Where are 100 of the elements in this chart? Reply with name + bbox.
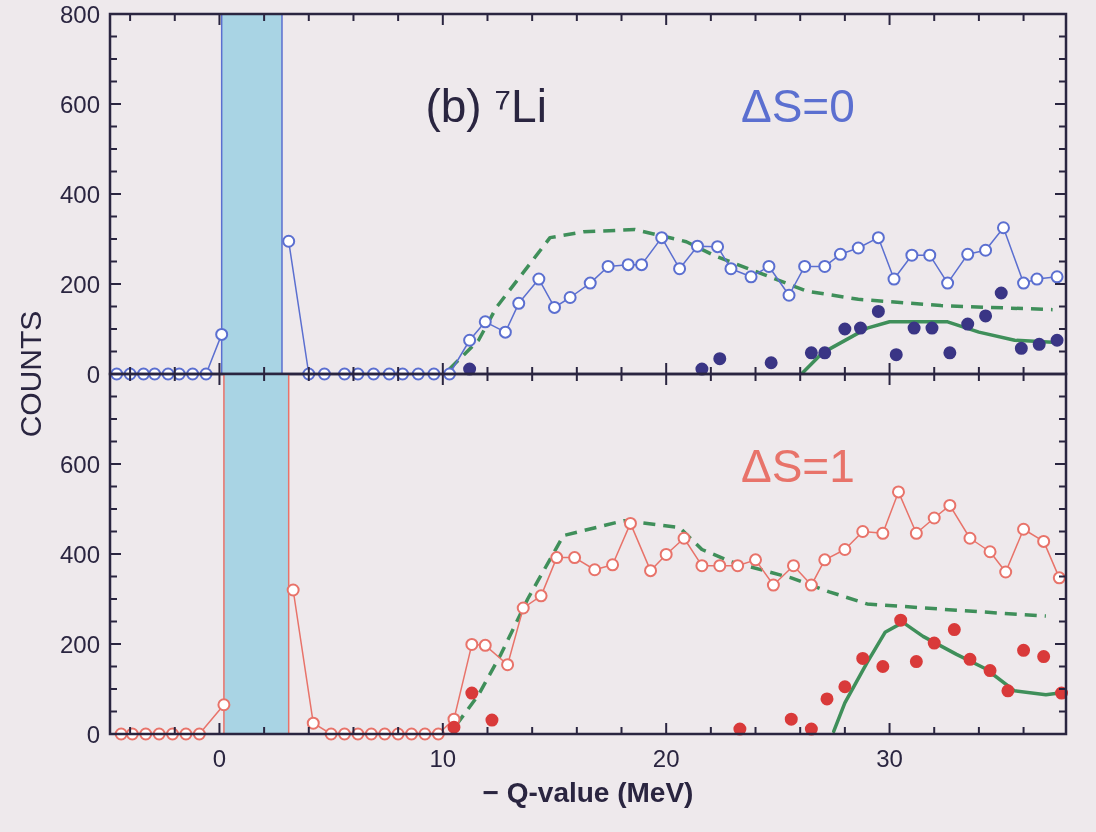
point bbox=[217, 698, 231, 712]
point bbox=[905, 248, 919, 262]
point bbox=[838, 543, 852, 556]
point bbox=[1050, 270, 1064, 284]
point bbox=[749, 553, 763, 567]
point bbox=[818, 259, 832, 273]
annotation: ΔS=0 bbox=[740, 80, 855, 132]
y-tick-label: 400 bbox=[59, 540, 100, 568]
x-tick-label: 30 bbox=[876, 744, 903, 772]
point bbox=[887, 272, 901, 286]
point bbox=[838, 322, 852, 336]
point bbox=[798, 259, 812, 273]
point bbox=[532, 272, 546, 286]
point bbox=[447, 720, 461, 734]
point bbox=[963, 531, 977, 545]
point bbox=[465, 637, 479, 651]
point bbox=[889, 348, 903, 362]
point bbox=[784, 712, 798, 726]
point bbox=[485, 713, 499, 727]
x-tick-label: 20 bbox=[652, 744, 680, 772]
point bbox=[673, 262, 687, 276]
point bbox=[588, 563, 602, 577]
point bbox=[961, 247, 975, 261]
point bbox=[909, 655, 923, 669]
y-tick-label: 600 bbox=[59, 450, 100, 478]
point bbox=[894, 613, 908, 627]
point bbox=[306, 716, 320, 730]
point bbox=[983, 545, 997, 559]
point bbox=[838, 680, 852, 694]
point bbox=[963, 652, 977, 666]
point bbox=[766, 578, 780, 592]
point bbox=[943, 346, 957, 360]
point bbox=[1014, 341, 1028, 355]
annotation: (b) ⁷Li bbox=[425, 80, 547, 132]
point bbox=[1017, 643, 1031, 657]
point bbox=[463, 333, 477, 347]
point bbox=[1030, 272, 1044, 286]
point bbox=[833, 247, 847, 261]
point bbox=[947, 623, 961, 637]
point bbox=[282, 234, 296, 248]
point bbox=[1001, 684, 1015, 698]
point bbox=[601, 259, 615, 273]
point bbox=[907, 321, 921, 335]
point bbox=[764, 356, 778, 370]
point bbox=[713, 352, 727, 366]
point bbox=[568, 551, 582, 565]
y-tick-label: 800 bbox=[59, 0, 100, 28]
point bbox=[999, 565, 1013, 579]
y-tick-label: 0 bbox=[86, 360, 100, 388]
point bbox=[563, 291, 577, 304]
point bbox=[762, 259, 776, 273]
point bbox=[695, 559, 709, 573]
point bbox=[478, 315, 492, 329]
point bbox=[994, 286, 1008, 300]
point bbox=[655, 231, 669, 245]
point bbox=[1050, 333, 1064, 347]
point bbox=[690, 239, 704, 253]
point bbox=[941, 276, 955, 290]
point bbox=[644, 564, 658, 578]
point bbox=[979, 243, 993, 257]
y-tick-label: 0 bbox=[86, 720, 100, 748]
point bbox=[996, 221, 1010, 235]
point bbox=[876, 660, 890, 673]
annotation: ΔS=1 bbox=[740, 440, 855, 492]
point bbox=[512, 296, 526, 310]
point bbox=[782, 288, 796, 302]
point bbox=[550, 551, 564, 565]
point bbox=[534, 589, 548, 603]
point bbox=[983, 664, 997, 678]
point bbox=[516, 601, 530, 615]
point bbox=[583, 276, 597, 290]
point bbox=[851, 241, 865, 255]
y-axis-title: COUNTS bbox=[13, 310, 47, 438]
point bbox=[943, 498, 957, 512]
point bbox=[744, 270, 758, 284]
point bbox=[820, 692, 834, 706]
point bbox=[711, 240, 725, 254]
point bbox=[606, 558, 620, 572]
point bbox=[713, 559, 727, 573]
point bbox=[927, 636, 941, 650]
point bbox=[286, 583, 300, 597]
point bbox=[478, 638, 492, 652]
point bbox=[1017, 276, 1031, 290]
x-tick-label: 0 bbox=[212, 744, 227, 772]
point bbox=[925, 321, 939, 335]
point bbox=[856, 525, 870, 538]
point bbox=[876, 526, 890, 540]
point bbox=[1037, 650, 1051, 664]
point bbox=[724, 262, 738, 276]
point bbox=[677, 531, 691, 545]
point bbox=[635, 258, 649, 272]
point bbox=[979, 309, 993, 323]
point bbox=[818, 346, 832, 360]
point bbox=[501, 658, 515, 672]
point bbox=[548, 300, 561, 314]
point bbox=[961, 317, 975, 331]
point bbox=[891, 485, 905, 499]
y-tick-label: 200 bbox=[59, 630, 100, 658]
x-tick-label: 10 bbox=[429, 744, 457, 772]
y-tick-label: 600 bbox=[59, 90, 100, 118]
